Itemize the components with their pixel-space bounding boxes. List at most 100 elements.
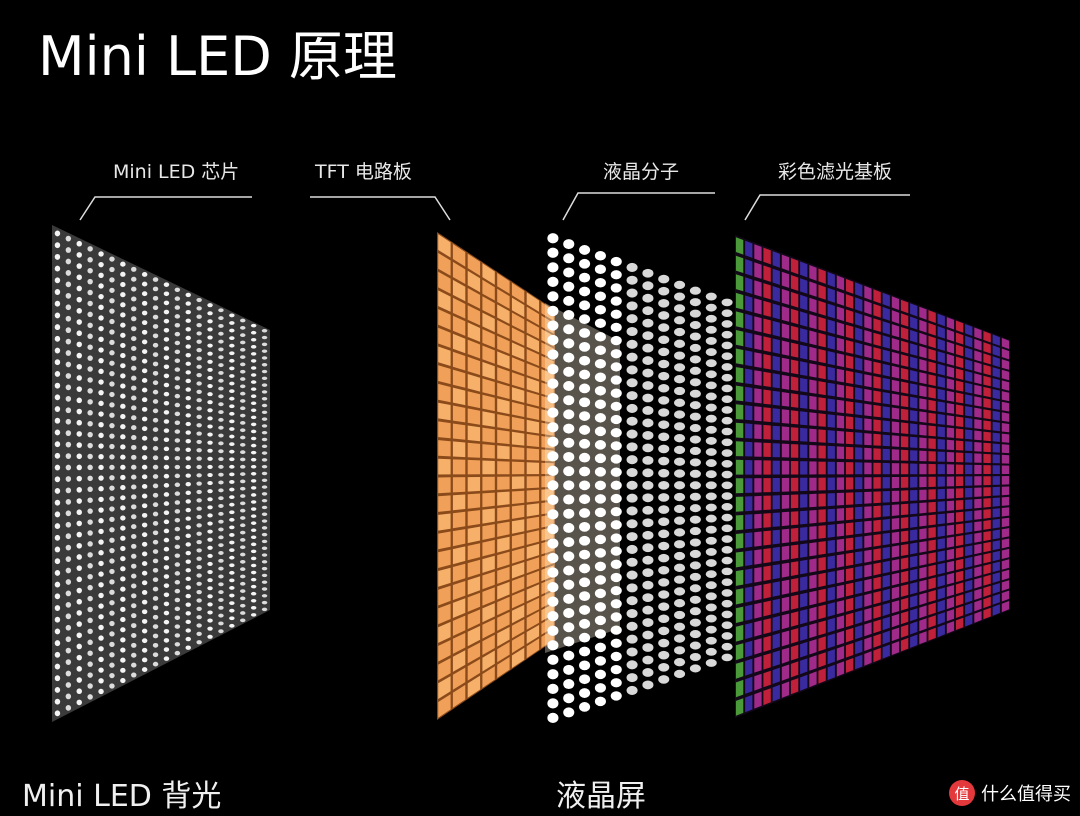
led-cell bbox=[141, 638, 148, 644]
led-cell bbox=[141, 358, 148, 364]
tft-cell bbox=[511, 327, 525, 346]
tft-cell bbox=[452, 369, 466, 388]
tft-cell bbox=[497, 581, 510, 600]
lc-cell bbox=[674, 669, 686, 679]
filter-cell bbox=[891, 613, 900, 628]
filter-cell bbox=[900, 476, 909, 488]
led-cell bbox=[250, 443, 257, 448]
lc-cell bbox=[563, 395, 575, 406]
tft-cell bbox=[438, 477, 451, 494]
tft-cell bbox=[511, 562, 525, 579]
led-cell bbox=[65, 418, 72, 425]
lc-cell bbox=[705, 603, 717, 612]
led-cell bbox=[152, 577, 159, 583]
filter-cell bbox=[864, 330, 872, 344]
tft-cell bbox=[438, 346, 451, 366]
filter-cell bbox=[937, 476, 945, 487]
led-cell bbox=[109, 287, 115, 293]
lc-cell bbox=[563, 295, 575, 306]
filter-cell bbox=[882, 574, 890, 588]
led-cell bbox=[185, 439, 191, 444]
filter-cell bbox=[900, 299, 909, 314]
tft-cell bbox=[438, 658, 451, 681]
filter-cell bbox=[882, 321, 890, 335]
lc-cell bbox=[705, 448, 717, 456]
filter-cell bbox=[781, 340, 790, 356]
filter-cell bbox=[864, 300, 872, 315]
filter-cell bbox=[919, 319, 927, 333]
tft-cell bbox=[526, 597, 540, 616]
led-cell bbox=[196, 389, 202, 394]
led-cell bbox=[152, 614, 159, 620]
led-cell bbox=[196, 322, 202, 328]
filter-cell bbox=[910, 410, 918, 422]
led-cell bbox=[250, 330, 257, 335]
tft-cell bbox=[526, 363, 540, 380]
tft-cell bbox=[467, 477, 481, 492]
led-cell bbox=[163, 546, 170, 552]
tft-cell bbox=[511, 647, 525, 668]
lc-cell bbox=[610, 612, 622, 622]
panels bbox=[52, 225, 1010, 724]
led-cell bbox=[131, 306, 137, 312]
lc-cell bbox=[658, 553, 670, 563]
led-cell bbox=[131, 435, 137, 441]
filter-cell bbox=[882, 616, 890, 631]
filter-cell bbox=[745, 441, 753, 457]
lc-cell bbox=[563, 466, 575, 477]
lc-cell bbox=[642, 680, 654, 690]
filter-cell bbox=[855, 566, 863, 580]
led-cell bbox=[207, 561, 213, 567]
filter-cell bbox=[928, 348, 936, 361]
filter-cell bbox=[882, 532, 890, 546]
filter-cell bbox=[946, 572, 955, 585]
led-cell bbox=[65, 498, 72, 505]
filter-cell bbox=[992, 476, 1000, 485]
led-cell bbox=[76, 319, 82, 325]
filter-cell bbox=[781, 254, 790, 271]
lc-cell bbox=[721, 395, 733, 404]
filter-cell bbox=[735, 661, 744, 679]
lc-cell bbox=[563, 622, 575, 633]
led-cell bbox=[196, 297, 202, 303]
lc-cell bbox=[721, 599, 733, 608]
filter-cell bbox=[928, 310, 936, 323]
led-cell bbox=[261, 600, 268, 605]
filter-cell bbox=[882, 349, 890, 363]
lc-cell bbox=[563, 522, 575, 533]
tft-cell bbox=[438, 309, 451, 330]
lc-cell bbox=[705, 659, 717, 667]
led-cell bbox=[141, 532, 148, 538]
filter-cell bbox=[974, 384, 982, 396]
filter-cell bbox=[965, 359, 973, 371]
lc-cell bbox=[721, 556, 733, 565]
lc-cell bbox=[610, 401, 622, 412]
filter-cell bbox=[772, 512, 780, 527]
filter-cell bbox=[891, 379, 900, 393]
filter-cell bbox=[965, 510, 973, 521]
filter-cell bbox=[928, 602, 936, 616]
led-cell bbox=[120, 424, 126, 430]
led-cell bbox=[109, 266, 115, 273]
lc-cell bbox=[594, 548, 606, 558]
filter-cell bbox=[855, 639, 863, 655]
led-cell bbox=[152, 370, 159, 376]
led-cell bbox=[207, 319, 213, 324]
led-cell bbox=[131, 266, 137, 272]
filter-cell bbox=[937, 501, 945, 512]
led-cell bbox=[250, 591, 257, 596]
led-cell bbox=[163, 492, 170, 497]
lc-cell bbox=[721, 642, 733, 651]
led-cell bbox=[109, 610, 115, 616]
tft-cell bbox=[511, 297, 525, 318]
filter-cell bbox=[919, 372, 927, 385]
lc-cell bbox=[547, 393, 559, 404]
filter-cell bbox=[992, 540, 1000, 551]
filter-cell bbox=[992, 572, 1000, 583]
led-cell bbox=[131, 326, 137, 332]
led-cell bbox=[87, 333, 93, 340]
filter-cell bbox=[809, 314, 817, 330]
filter-cell bbox=[754, 531, 762, 547]
filter-cell bbox=[745, 368, 753, 385]
lc-cell bbox=[610, 309, 622, 319]
